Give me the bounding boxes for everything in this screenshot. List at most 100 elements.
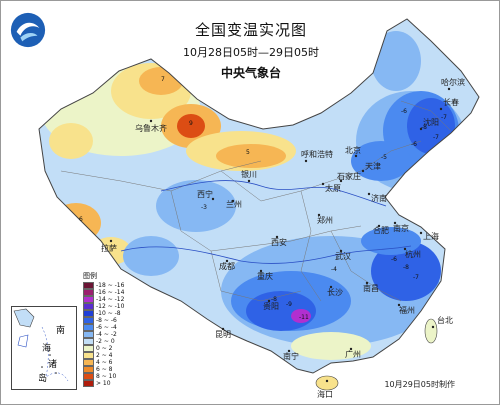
legend-item: -2 ~ 0 [83,338,139,345]
city-label: 广州 [345,349,361,359]
city-label: 长沙 [327,287,343,297]
svg-text:-8: -8 [271,296,277,303]
legend-label: 6 ~ 8 [96,366,113,373]
legend-item: 2 ~ 4 [83,352,139,359]
city-label: 沈阳 [423,117,439,127]
city-label: 哈尔滨 [441,77,465,87]
legend-item: -14 ~ -12 [83,296,139,303]
legend-label: -14 ~ -12 [96,296,125,303]
legend-label: -6 ~ -4 [96,324,117,331]
city-label: 呼和浩特 [301,149,333,159]
legend-item: -6 ~ -4 [83,324,139,331]
inset-label: 岛 [38,374,48,384]
city-label: 福州 [399,306,415,315]
svg-text:-7: -7 [441,114,447,121]
legend-swatch [83,296,94,303]
city-label: 武汉 [335,251,351,261]
legend-label: 4 ~ 6 [96,359,113,366]
city-label: 拉萨 [101,243,117,253]
legend-swatch [83,303,94,310]
city-label: 西宁 [197,189,213,199]
legend-label: -10 ~ -8 [96,310,121,317]
city-label: 南京 [393,223,409,233]
city-label: 长春 [443,97,459,107]
city-label: 昆明 [215,330,231,339]
map-agency: 中央气象台 [220,66,281,80]
legend-swatch [83,310,94,317]
svg-text:-9: -9 [286,301,292,308]
svg-text:9: 9 [189,120,193,127]
legend-item: -18 ~ -16 [83,282,139,289]
legend-label: -18 ~ -16 [96,282,125,289]
legend-item: -8 ~ -6 [83,317,139,324]
svg-text:-7: -7 [413,274,419,281]
inset-map [13,308,69,382]
legend-item: -4 ~ -2 [83,331,139,338]
legend-label: 8 ~ 10 [96,373,117,380]
map-title: 全国变温实况图 [194,21,307,39]
legend-swatch [83,282,94,289]
legend-swatch [83,373,94,380]
legend-item: > 10 [83,380,139,387]
south-china-sea-inset: 南 海 诸 岛 [11,306,77,390]
legend-item: 4 ~ 6 [83,359,139,366]
city-label: 石家庄 [337,171,361,181]
svg-text:-7: -7 [433,134,439,141]
svg-text:-4: -4 [331,266,337,273]
legend-swatch [83,289,94,296]
color-legend: 图例 -18 ~ -16 -16 ~ -14 -14 ~ -12 -12 ~ -10-… [83,271,139,387]
city-label: 银川 [241,169,257,179]
legend-swatch [83,331,94,338]
legend-item: 0 ~ 2 [83,345,139,352]
svg-text:-5: -5 [381,154,387,161]
legend-label: -8 ~ -6 [96,317,117,324]
svg-text:6: 6 [79,216,83,223]
svg-text:7: 7 [161,76,165,83]
city-label: 贵阳 [263,301,279,311]
svg-text:-11: -11 [299,314,309,321]
city-label: 上海 [423,231,439,241]
svg-text:-8: -8 [421,124,427,131]
svg-text:-6: -6 [391,256,397,263]
legend-swatch [83,380,94,387]
city-label: 兰州 [226,199,242,209]
city-label: 郑州 [317,215,333,225]
legend-label: > 10 [96,380,111,387]
legend-item: -12 ~ -10 [83,303,139,310]
city-label: 合肥 [373,225,389,235]
legend-item: -10 ~ -8 [83,310,139,317]
map-period: 10月28日05时—29日05时 [183,46,319,59]
legend-swatch [83,338,94,345]
legend-label: -16 ~ -14 [96,289,125,296]
city-label: 重庆 [257,271,273,281]
svg-text:-8: -8 [403,264,409,271]
city-label: 成都 [219,261,235,271]
legend-label: -4 ~ -2 [96,331,117,338]
city-label: 济南 [371,193,387,203]
legend-swatch [83,345,94,352]
city-label: 北京 [345,145,361,155]
city-label: 天津 [365,161,381,171]
city-label: 太原 [325,183,341,193]
inset-label: 海 [42,344,52,354]
issue-note: 10月29日05时制作 [384,380,455,389]
svg-text:-6: -6 [401,108,407,115]
legend-item: -16 ~ -14 [83,289,139,296]
legend-item: 6 ~ 8 [83,366,139,373]
city-label: 西安 [271,237,287,247]
city-label: 南宁 [283,351,299,361]
legend-item: 8 ~ 10 [83,373,139,380]
legend-label: 0 ~ 2 [96,345,113,352]
cma-logo-icon [10,12,46,48]
legend-swatch [83,366,94,373]
city-label: 海口 [317,389,333,399]
legend-swatch [83,352,94,359]
city-label: 南昌 [363,283,379,293]
legend-swatch [83,324,94,331]
svg-text:-3: -3 [201,204,207,211]
svg-text:-6: -6 [411,141,417,148]
svg-text:5: 5 [246,149,250,156]
inset-label: 南 [56,326,66,336]
